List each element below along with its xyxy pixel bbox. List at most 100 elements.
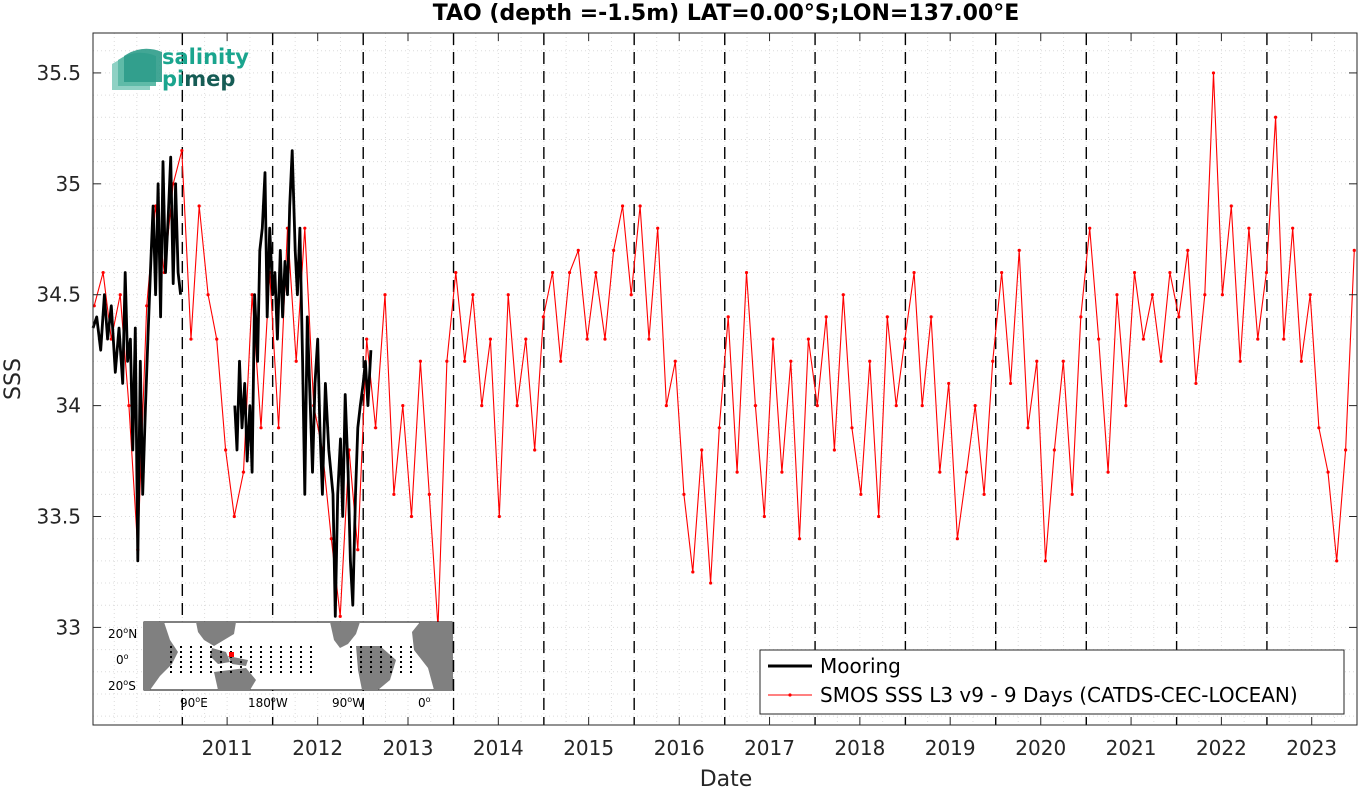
buoy-dot xyxy=(240,666,242,668)
smos-point xyxy=(356,548,360,552)
smos-point xyxy=(445,359,449,363)
buoy-dot xyxy=(350,666,352,668)
buoy-dot xyxy=(200,661,202,663)
smos-point xyxy=(1026,426,1030,430)
buoy-dot xyxy=(180,671,182,673)
buoy-dot xyxy=(220,671,222,673)
buoy-dot xyxy=(350,671,352,673)
buoy-dot xyxy=(390,656,392,658)
smos-point xyxy=(550,270,555,275)
smos-point xyxy=(118,293,122,297)
buoy-dot xyxy=(310,656,312,658)
buoy-dot xyxy=(250,646,252,648)
buoy-dot xyxy=(360,671,362,673)
buoy-dot xyxy=(270,671,272,673)
smos-point xyxy=(1070,492,1074,496)
buoy-dot xyxy=(230,646,232,648)
smos-point xyxy=(418,359,422,363)
buoy-dot xyxy=(400,671,402,673)
x-tick-label: 2016 xyxy=(654,736,705,760)
smos-point xyxy=(780,470,784,474)
buoy-dot xyxy=(270,651,272,653)
buoy-dot xyxy=(270,656,272,658)
buoy-dot xyxy=(300,666,302,668)
buoy-dot xyxy=(360,666,362,668)
buoy-dot xyxy=(390,651,392,653)
y-tick-label: 33.5 xyxy=(36,505,81,529)
inset-lon-label-90e: 90oE xyxy=(180,695,208,710)
smos-point xyxy=(955,537,959,541)
smos-point xyxy=(559,359,563,363)
buoy-dot xyxy=(200,646,202,648)
smos-point xyxy=(1256,337,1260,341)
smos-point xyxy=(885,315,889,319)
buoy-dot xyxy=(310,661,312,663)
buoy-dot xyxy=(210,646,212,648)
buoy-dot xyxy=(190,651,192,653)
x-tick-label: 2018 xyxy=(834,736,885,760)
smos-point xyxy=(1008,381,1013,386)
buoy-dot xyxy=(250,666,252,668)
buoy-dot xyxy=(370,656,372,658)
buoy-dot xyxy=(180,666,182,668)
buoy-dot xyxy=(230,661,232,663)
buoy-dot xyxy=(310,666,312,668)
smos-point xyxy=(1115,293,1119,297)
buoy-dot xyxy=(210,656,212,658)
smos-point xyxy=(753,404,758,408)
inset-map: 20oN 0o 20oS 90oE 180oW 90oW 0o xyxy=(108,621,453,710)
buoy-dot xyxy=(360,661,362,663)
smos-point xyxy=(541,315,545,319)
buoy-dot xyxy=(210,671,212,673)
buoy-dot xyxy=(260,666,262,668)
buoy-dot xyxy=(220,666,222,668)
y-tick-label: 35 xyxy=(56,172,81,196)
x-tick-label: 2014 xyxy=(473,736,524,760)
inset-map-buoy-dots xyxy=(170,646,412,673)
smos-point xyxy=(180,148,184,153)
smos-point xyxy=(1203,293,1207,297)
buoy-dot xyxy=(380,646,382,648)
buoy-dot xyxy=(270,661,272,663)
buoy-dot xyxy=(280,646,282,648)
buoy-dot xyxy=(270,666,272,668)
buoy-dot xyxy=(350,656,352,658)
smos-point xyxy=(524,337,528,341)
smos-point xyxy=(1079,315,1083,319)
smos-point xyxy=(1273,115,1278,119)
smos-point xyxy=(603,337,607,341)
smos-point xyxy=(127,404,131,408)
buoy-dot xyxy=(370,651,372,653)
buoy-dot xyxy=(220,661,222,663)
inset-lat-label-20n: 20oN xyxy=(108,626,137,641)
legend-label-smos: SMOS SSS L3 v9 - 9 Days (CATDS-CEC-LOCEA… xyxy=(820,683,1298,707)
smos-point xyxy=(241,470,246,474)
buoy-dot xyxy=(200,666,202,668)
smos-point xyxy=(709,581,713,585)
smos-point xyxy=(1052,448,1056,452)
buoy-dot xyxy=(370,666,372,668)
buoy-dot xyxy=(200,656,202,658)
buoy-dot xyxy=(400,661,402,663)
logo-text-pimep: pimep xyxy=(162,67,235,91)
smos-point xyxy=(1344,448,1348,452)
buoy-dot xyxy=(370,646,372,648)
buoy-dot xyxy=(370,661,372,663)
legend-label-mooring: Mooring xyxy=(820,654,901,678)
inset-lat-label-20s: 20oS xyxy=(108,678,136,693)
smos-point xyxy=(964,470,969,474)
smos-point xyxy=(373,426,378,430)
smos-point xyxy=(303,226,307,230)
smos-point xyxy=(101,270,105,275)
buoy-dot xyxy=(280,656,282,658)
smos-point xyxy=(815,404,819,408)
buoy-dot xyxy=(300,651,302,653)
buoy-dot xyxy=(380,656,382,658)
buoy-dot xyxy=(400,646,402,648)
buoy-dot xyxy=(360,656,362,658)
plot-frame xyxy=(92,32,1358,726)
smos-point xyxy=(1335,559,1339,563)
smos-point xyxy=(480,404,484,408)
buoy-dot xyxy=(410,656,412,658)
logo-text-mep: mep xyxy=(184,67,235,91)
